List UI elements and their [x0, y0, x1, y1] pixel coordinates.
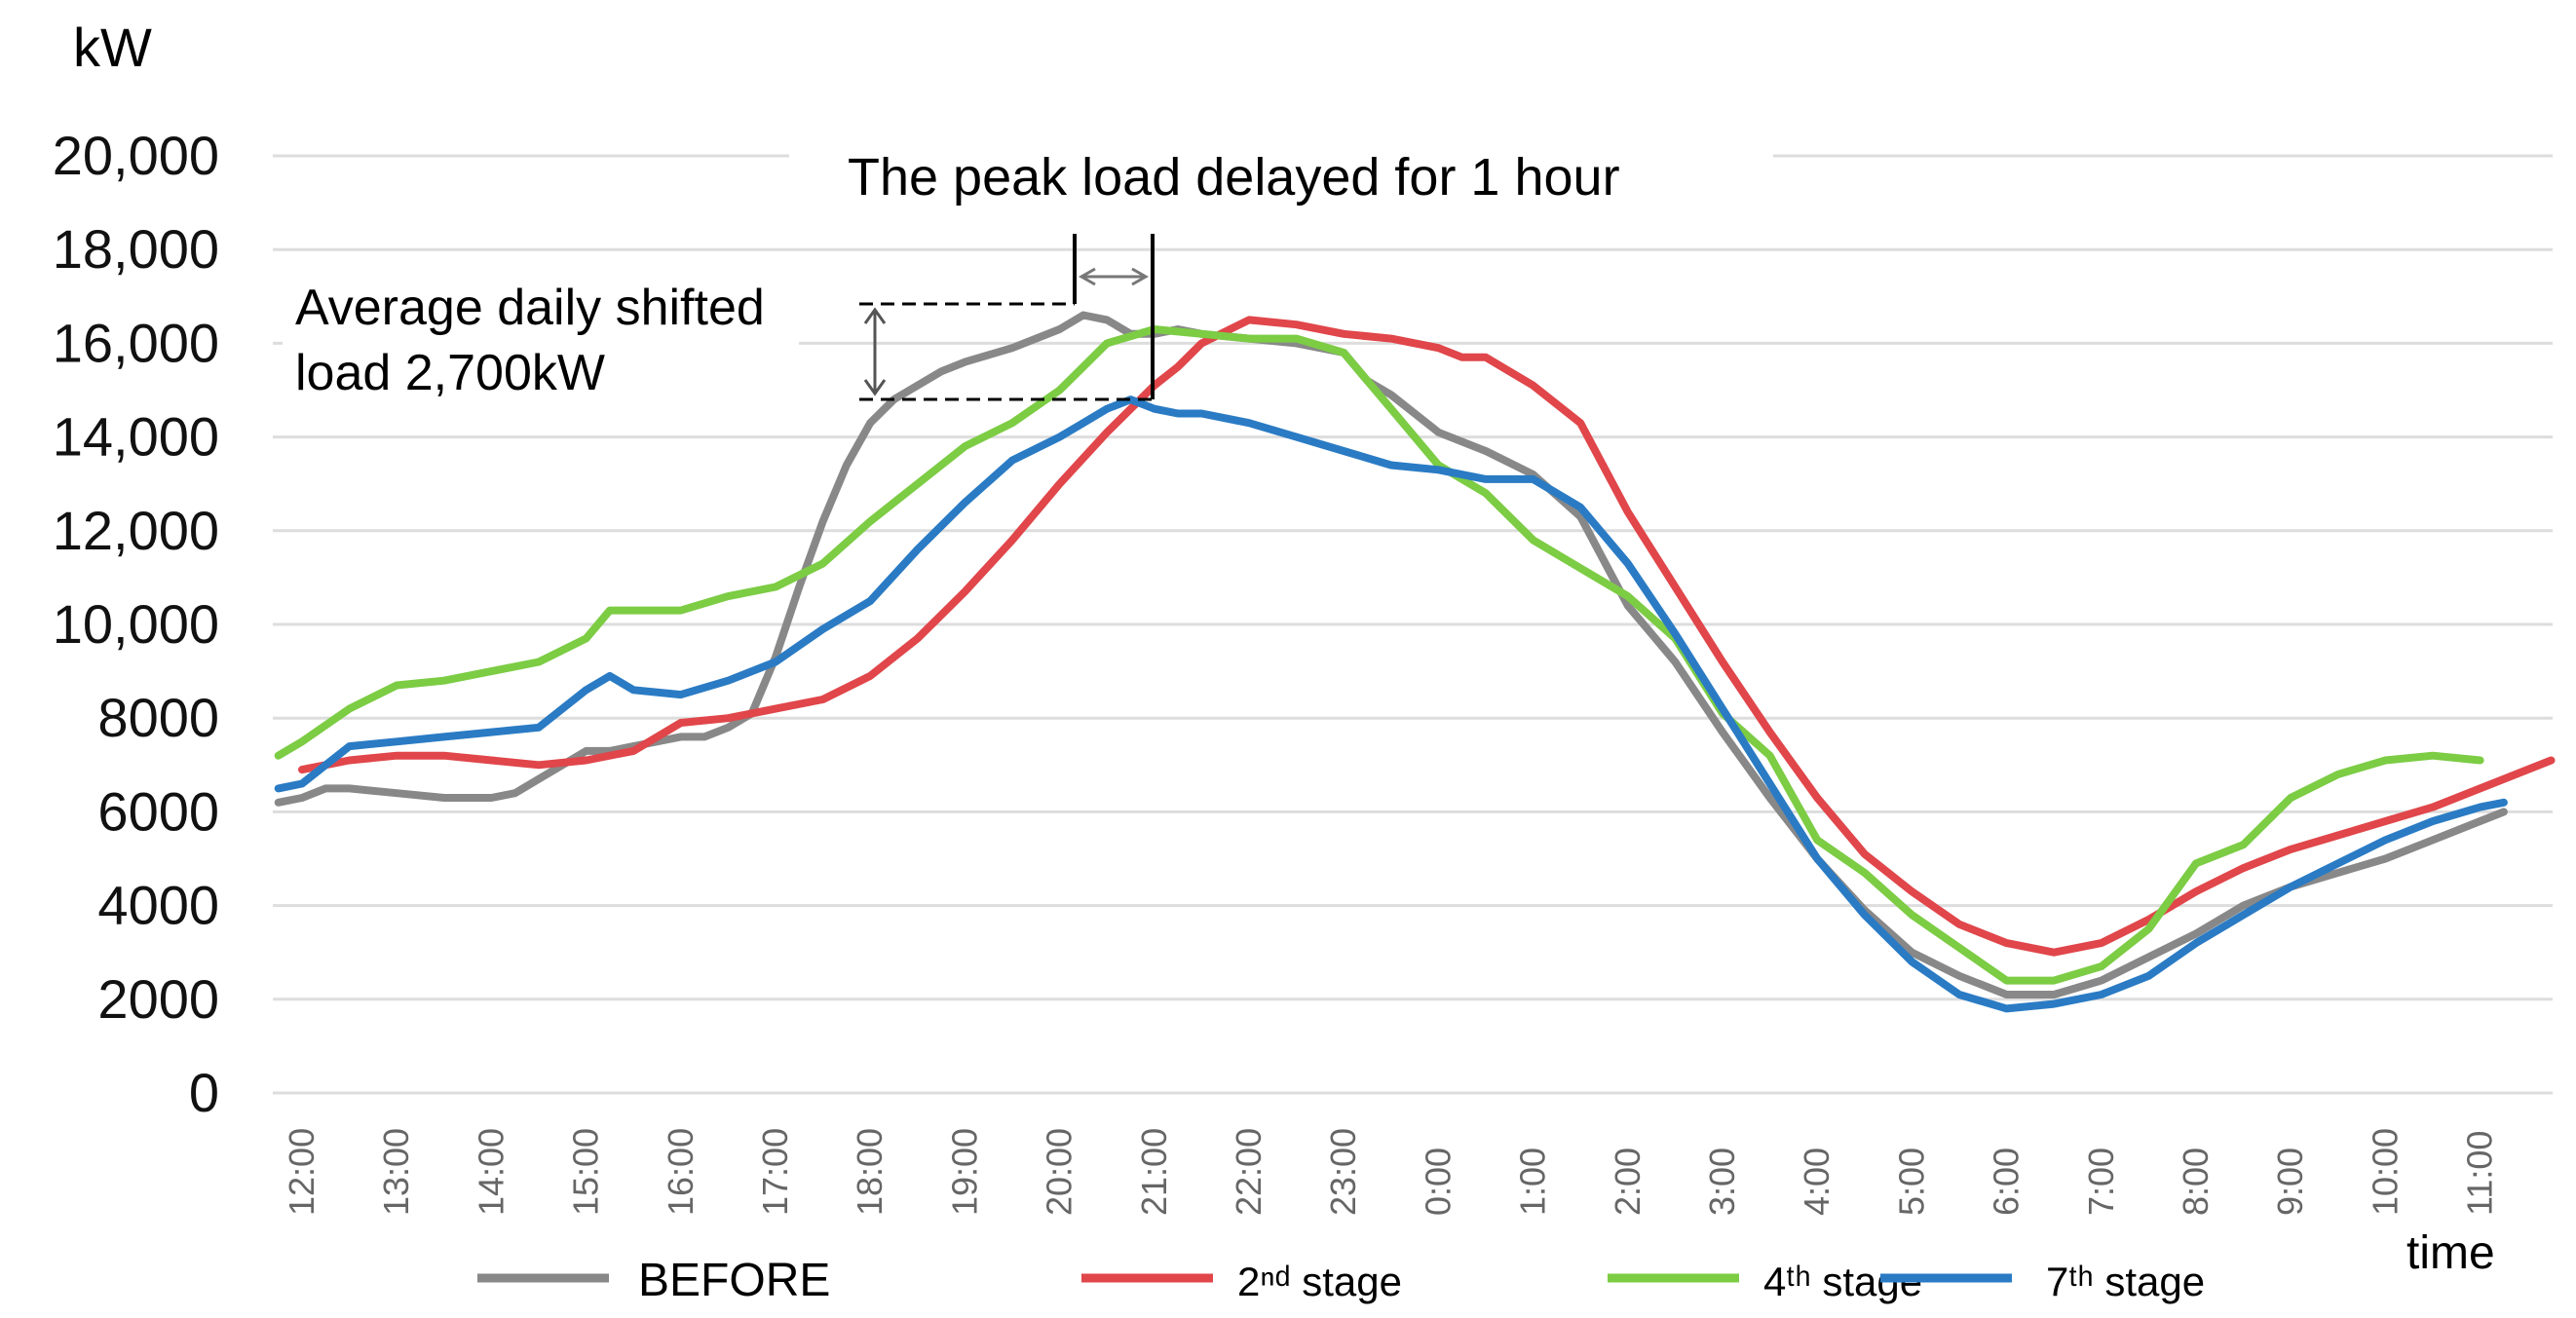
shifted-load-marker — [859, 302, 1153, 401]
series-line — [274, 325, 2484, 985]
y-tick-label: 16,000 — [53, 312, 219, 373]
y-tick-label: 18,000 — [53, 218, 219, 280]
x-tick-label: 20:00 — [1040, 1128, 1080, 1216]
x-tick-label: 11:00 — [2460, 1131, 2500, 1216]
x-tick-label: 4:00 — [1797, 1148, 1837, 1216]
y-tick-label: 10,000 — [53, 593, 219, 655]
x-tick-label: 22:00 — [1229, 1128, 1269, 1216]
legend-label: 7ᵗʰ stage — [2046, 1259, 2205, 1304]
x-tick-label: 8:00 — [2176, 1148, 2216, 1216]
x-tick-label: 3:00 — [1702, 1148, 1742, 1216]
peak-delay-marker — [1073, 234, 1155, 399]
x-tick-label: 13:00 — [376, 1128, 416, 1216]
series-line — [274, 311, 2508, 998]
shift-annotation-line1: Average daily shifted — [295, 280, 765, 336]
x-tick-label: 16:00 — [661, 1128, 701, 1216]
annotation-backdrop-left — [283, 263, 799, 409]
annotation-backdrop — [789, 122, 1773, 209]
x-tick-label: 5:00 — [1891, 1148, 1931, 1216]
x-tick-label: 0:00 — [1418, 1148, 1458, 1216]
x-tick-label: 12:00 — [282, 1128, 322, 1216]
x-tick-label: 2:00 — [1608, 1148, 1648, 1216]
y-tick-label: 6000 — [97, 780, 219, 842]
y-tick-label: 12,000 — [53, 500, 219, 561]
x-tick-label: 23:00 — [1323, 1128, 1363, 1216]
x-axis-label: time — [2406, 1227, 2495, 1279]
y-axis-ticks: 0 2000 4000 6000 8000 10,000 12,000 14,000 16,00… — [53, 125, 219, 1123]
series-lines — [274, 311, 2556, 1013]
legend: BEFORE 2ⁿᵈ stage 4ᵗʰ stage 7ᵗʰ stage — [477, 1255, 2205, 1306]
series-line — [274, 395, 2508, 1013]
x-tick-label: 6:00 — [1987, 1148, 2027, 1216]
legend-label: BEFORE — [638, 1255, 830, 1306]
y-tick-label: 20,000 — [53, 125, 219, 186]
y-tick-label: 14,000 — [53, 406, 219, 468]
x-tick-label: 19:00 — [944, 1128, 984, 1216]
x-tick-label: 17:00 — [755, 1128, 795, 1216]
x-tick-label: 14:00 — [471, 1128, 511, 1216]
x-tick-label: 21:00 — [1134, 1128, 1174, 1216]
y-tick-label: 0 — [189, 1062, 219, 1123]
x-tick-label: 1:00 — [1513, 1148, 1553, 1216]
x-tick-label: 18:00 — [850, 1128, 890, 1216]
x-axis-ticks: 12:00 13:00 14:00 15:00 16:00 17:00 18:00 19:00… — [282, 1128, 2500, 1216]
y-axis-label: kW — [73, 17, 152, 78]
x-tick-label: 7:00 — [2081, 1148, 2121, 1216]
legend-label: 2ⁿᵈ stage — [1237, 1259, 1402, 1304]
y-tick-label: 2000 — [97, 968, 219, 1030]
y-tick-label: 8000 — [97, 687, 219, 748]
shift-annotation-line2: load 2,700kW — [295, 345, 605, 401]
x-tick-label: 9:00 — [2270, 1148, 2310, 1216]
x-tick-label: 15:00 — [566, 1128, 606, 1216]
series-line — [298, 316, 2556, 957]
x-tick-label: 10:00 — [2365, 1128, 2405, 1216]
y-tick-label: 4000 — [97, 875, 219, 936]
peak-delay-annotation: The peak load delayed for 1 hour — [848, 148, 1620, 207]
